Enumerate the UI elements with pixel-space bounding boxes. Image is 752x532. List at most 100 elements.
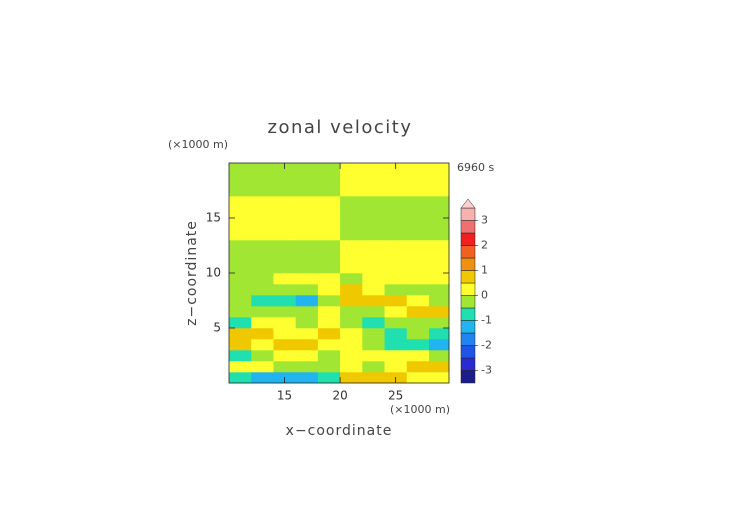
colorbar-box: [460, 332, 476, 346]
field-cell: [362, 207, 385, 219]
colorbar-box: [460, 245, 476, 259]
field-cell: [317, 185, 341, 197]
field-cell: [229, 174, 252, 186]
field-cell: [406, 196, 430, 208]
colorbar-box: [460, 295, 476, 309]
field-cell: [406, 284, 430, 296]
field-cell: [340, 251, 363, 263]
field-cell: [295, 207, 319, 219]
field-cell: [406, 328, 430, 340]
field-cell: [406, 163, 430, 175]
field-cell: [229, 240, 252, 252]
field-cell: [429, 317, 450, 329]
field-cell: [273, 196, 296, 208]
field-cell: [317, 262, 341, 274]
field-cell: [295, 163, 319, 175]
field-cell: [295, 185, 319, 197]
field-cell: [362, 229, 385, 241]
colorbar-label: 3: [481, 214, 488, 227]
colorbar-box: [460, 282, 476, 296]
colorbar-label: -1: [481, 314, 492, 327]
field-cell: [229, 372, 252, 384]
field-cell: [384, 317, 408, 329]
field-cell: [362, 185, 385, 197]
colorbar-box: [460, 357, 476, 371]
field-cell: [362, 196, 385, 208]
field-cell: [429, 262, 450, 274]
field-cell: [429, 185, 450, 197]
field-cell: [317, 240, 341, 252]
field-cell: [317, 207, 341, 219]
field-cell: [295, 174, 319, 186]
field-cell: [251, 273, 274, 285]
field-cell: [317, 163, 341, 175]
field-cell: [295, 295, 319, 307]
field-cell: [251, 229, 274, 241]
field-cell: [229, 361, 252, 373]
field-cell: [429, 207, 450, 219]
field-cell: [362, 328, 385, 340]
field-cell: [251, 163, 274, 175]
field-cell: [384, 295, 408, 307]
colorbar: 3 2 1 0 -1 -2 -3: [460, 198, 492, 384]
field-cell: [429, 295, 450, 307]
y-tick-label: 10: [206, 266, 221, 280]
field-cell: [295, 372, 319, 384]
field-cell: [340, 295, 363, 307]
field-cell: [429, 240, 450, 252]
field-cell: [340, 185, 363, 197]
field-cell: [317, 196, 341, 208]
field-cell: [273, 350, 296, 362]
field-cell: [273, 218, 296, 230]
field-cell: [406, 262, 430, 274]
field-cell: [362, 174, 385, 186]
y-tick-label: 5: [213, 321, 221, 335]
field-cell: [406, 218, 430, 230]
field-cell: [429, 361, 450, 373]
colorbar-label: 1: [481, 264, 488, 277]
field-cell: [340, 284, 363, 296]
field-cell: [340, 273, 363, 285]
field-cell: [340, 339, 363, 351]
field-cell: [406, 306, 430, 318]
field-cell: [295, 273, 319, 285]
field-cell: [340, 207, 363, 219]
field-cell: [229, 218, 252, 230]
field-cell: [384, 174, 408, 186]
field-cell: [229, 350, 252, 362]
field-cell: [317, 372, 341, 384]
field-cell: [362, 262, 385, 274]
field-cell: [429, 251, 450, 263]
field-cell: [340, 361, 363, 373]
colorbar-box: [460, 320, 476, 334]
field-cell: [384, 273, 408, 285]
field-cell: [295, 361, 319, 373]
field-cell: [251, 218, 274, 230]
field-cell: [429, 339, 450, 351]
field-cell: [384, 185, 408, 197]
field-cell: [406, 350, 430, 362]
field-cell: [406, 372, 430, 384]
field-cell: [362, 284, 385, 296]
field-cell: [384, 251, 408, 263]
field-cell: [384, 328, 408, 340]
field-cell: [317, 317, 341, 329]
field-cell: [251, 372, 274, 384]
field-cell: [429, 196, 450, 208]
field-cell: [251, 262, 274, 274]
field-cell: [251, 185, 274, 197]
field-cell: [251, 361, 274, 373]
field-cell: [273, 273, 296, 285]
field-cell: [362, 295, 385, 307]
field-cell: [362, 339, 385, 351]
field-cell: [317, 284, 341, 296]
field-cell: [340, 262, 363, 274]
colorbar-box: [460, 270, 476, 284]
field-cell: [251, 196, 274, 208]
colorbar-box: [460, 370, 476, 384]
field-cell: [362, 251, 385, 263]
field-cell: [251, 339, 274, 351]
field-cell: [273, 284, 296, 296]
